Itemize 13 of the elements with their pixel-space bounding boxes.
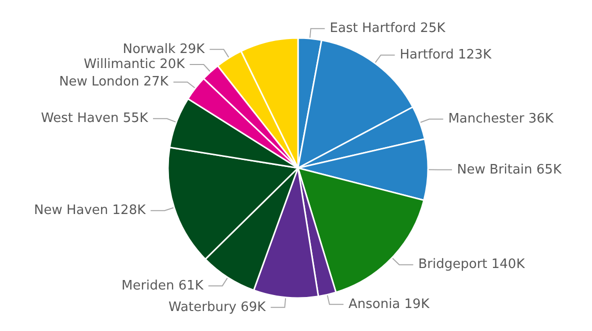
slice-label: Ansonia 19K (348, 296, 430, 312)
slice-label: Meriden 61K (122, 278, 204, 294)
slice-label: New London 27K (59, 74, 169, 90)
slice-label: Manchester 36K (448, 112, 554, 127)
slice-label: East Hartford 25K (330, 21, 446, 36)
slice-label: Norwalk 29K (122, 42, 206, 57)
slice-label: New Haven 128K (34, 203, 146, 218)
slice-label: West Haven 55K (41, 111, 148, 126)
slice-label: Waterbury 69K (168, 300, 266, 315)
slice-label: New Britain 65K (456, 162, 562, 178)
slice-label: Willimantic 20K (84, 57, 186, 72)
slice-label: Hartford 123K (400, 48, 492, 63)
slice-label: Bridgeport 140K (418, 257, 526, 272)
